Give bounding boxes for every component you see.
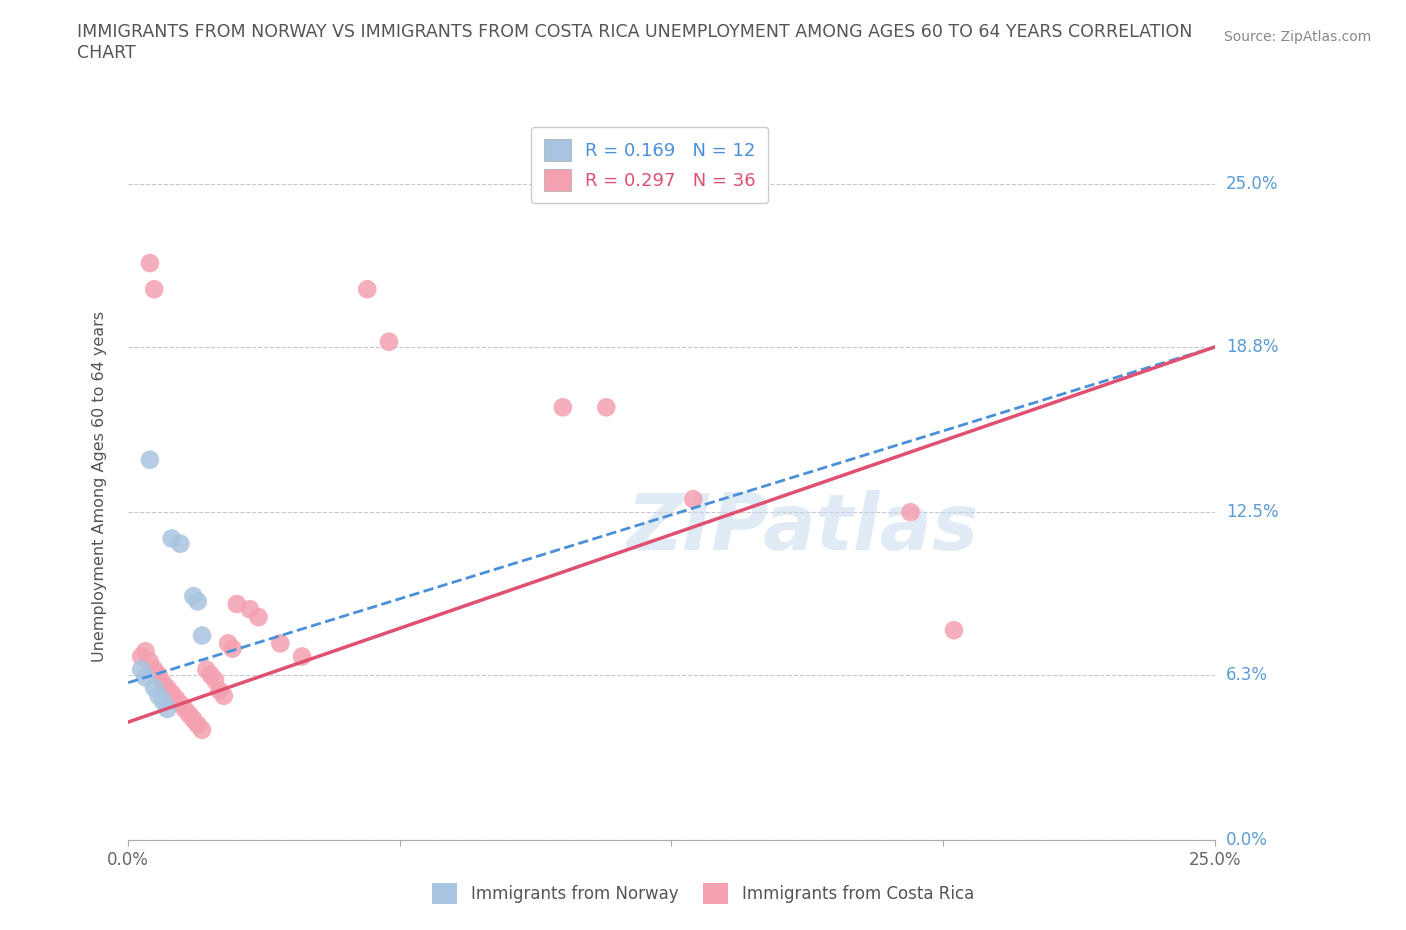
Point [204, 672, 226, 687]
Point [225, 596, 247, 611]
Point [195, 662, 218, 677]
Point [143, 681, 166, 696]
Text: 0.0%: 0.0% [1226, 831, 1268, 849]
Point [682, 492, 704, 507]
Point [212, 688, 235, 703]
Point [221, 641, 243, 656]
Point [551, 400, 574, 415]
Text: 12.5%: 12.5% [1226, 503, 1278, 521]
Point [135, 670, 157, 684]
Point [129, 649, 152, 664]
Point [173, 701, 195, 716]
Point [165, 691, 187, 706]
Point [139, 256, 162, 271]
Point [160, 531, 183, 546]
Text: IMMIGRANTS FROM NORWAY VS IMMIGRANTS FROM COSTA RICA UNEMPLOYMENT AMONG AGES 60 : IMMIGRANTS FROM NORWAY VS IMMIGRANTS FRO… [77, 23, 1192, 62]
Text: 25.0%: 25.0% [1226, 176, 1278, 193]
Text: 18.8%: 18.8% [1226, 338, 1278, 356]
Point [239, 602, 262, 617]
Point [595, 400, 617, 415]
Point [139, 655, 162, 670]
Point [900, 505, 922, 520]
Point [152, 675, 174, 690]
Legend: R = 0.169   N = 12, R = 0.297   N = 36: R = 0.169 N = 12, R = 0.297 N = 36 [531, 126, 769, 204]
Point [169, 537, 191, 551]
Point [156, 681, 179, 696]
Point [269, 636, 291, 651]
Point [148, 688, 170, 703]
Point [378, 334, 401, 349]
Point [139, 452, 162, 467]
Point [208, 684, 231, 698]
Point [291, 649, 314, 664]
Legend: Immigrants from Norway, Immigrants from Costa Rica: Immigrants from Norway, Immigrants from … [419, 870, 987, 917]
Point [943, 623, 966, 638]
Text: ZIPatlas: ZIPatlas [626, 490, 979, 566]
Point [191, 628, 214, 643]
Point [187, 717, 209, 732]
Y-axis label: Unemployment Among Ages 60 to 64 years: Unemployment Among Ages 60 to 64 years [93, 311, 107, 661]
Point [148, 668, 170, 683]
Point [183, 712, 205, 727]
Point [143, 662, 166, 677]
Point [160, 685, 183, 700]
Point [247, 610, 270, 625]
Point [217, 636, 239, 651]
Point [152, 694, 174, 709]
Point [356, 282, 378, 297]
Point [143, 282, 166, 297]
Point [156, 701, 179, 716]
Text: 6.3%: 6.3% [1226, 666, 1268, 684]
Point [177, 707, 200, 722]
Point [129, 662, 152, 677]
Point [191, 723, 214, 737]
Text: Source: ZipAtlas.com: Source: ZipAtlas.com [1223, 30, 1371, 44]
Point [187, 594, 209, 609]
Point [169, 697, 191, 711]
Point [183, 589, 205, 604]
Point [135, 644, 157, 658]
Point [200, 668, 222, 683]
